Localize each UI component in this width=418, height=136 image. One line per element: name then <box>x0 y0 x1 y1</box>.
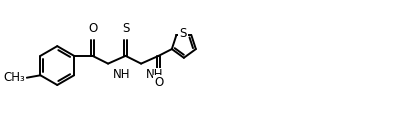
Text: O: O <box>154 76 163 89</box>
Text: S: S <box>122 22 129 35</box>
Text: O: O <box>88 22 97 35</box>
Text: NH: NH <box>146 69 163 81</box>
Text: S: S <box>179 27 187 40</box>
Text: CH₃: CH₃ <box>3 71 25 84</box>
Text: NH: NH <box>113 69 130 81</box>
